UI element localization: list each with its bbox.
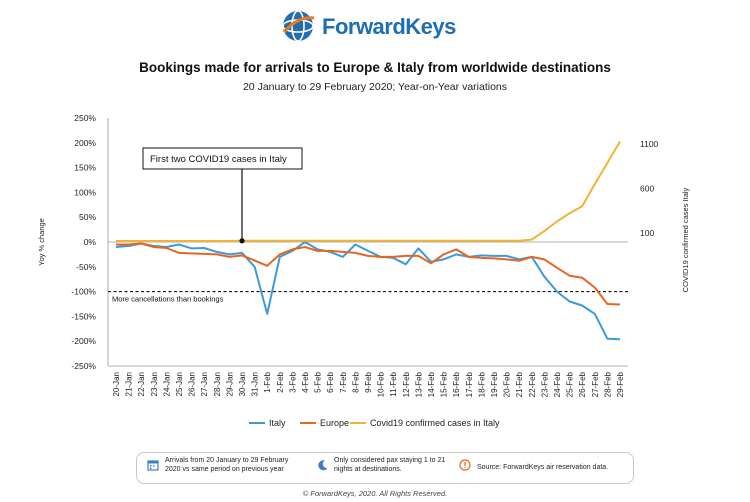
x-tick-label: 29-Feb	[616, 371, 625, 397]
x-tick-label: 18-Feb	[477, 371, 486, 397]
x-tick-label: 24-Jan	[162, 372, 171, 396]
x-tick-label: 7-Feb	[339, 371, 348, 392]
y-tick-label: -250%	[71, 361, 96, 371]
x-tick-label: 28-Jan	[213, 372, 222, 396]
legend-europe-label: Europe	[320, 418, 349, 428]
x-tick-label: 6-Feb	[326, 371, 335, 392]
series-line-1	[115, 241, 621, 341]
y-tick-label: 150%	[74, 163, 96, 173]
copyright: © ForwardKeys, 2020. All Rights Reserved…	[302, 489, 448, 498]
x-tick-label: 12-Feb	[402, 371, 411, 397]
x-tick-label: 2-Feb	[276, 371, 285, 392]
x-tick-label: 20-Feb	[503, 371, 512, 397]
legend-italy-label: Italy	[269, 418, 286, 428]
y-tick-label: -200%	[71, 336, 96, 346]
info-source: Source: ForwardKeys air reservation data…	[477, 464, 609, 471]
calendar-icon	[147, 460, 159, 471]
x-tick-label: 3-Feb	[288, 371, 297, 392]
chart-subtitle: 20 January to 29 February 2020; Year-on-…	[242, 81, 508, 93]
y-tick-label: -100%	[71, 287, 96, 297]
x-tick-label: 24-Feb	[553, 371, 562, 397]
x-tick-label: 4-Feb	[301, 371, 310, 392]
x-tick-label: 15-Feb	[440, 371, 449, 397]
y-tick-label: 200%	[74, 138, 96, 148]
x-tick-label: 25-Jan	[175, 372, 184, 396]
reference-line-label: More cancellations than bookings	[112, 295, 224, 304]
x-tick-label: 21-Jan	[125, 372, 134, 396]
x-tick-label: 16-Feb	[452, 371, 461, 397]
annotation-marker	[239, 238, 245, 244]
x-tick-label: 11-Feb	[389, 371, 398, 396]
x-tick-label: 23-Feb	[540, 371, 549, 397]
line-chart: 250% 200% 150% 100% 50% 0% -50% -100% -150% -200%…	[37, 113, 690, 428]
x-tick-label: 17-Feb	[465, 371, 474, 397]
x-tick-label: 19-Feb	[490, 371, 499, 397]
logo-text: ForwardKeys	[322, 14, 456, 39]
legend-covid-label: Covid19 confirmed cases in Italy	[370, 418, 500, 428]
x-tick-label: 31-Jan	[251, 372, 260, 396]
x-tick-label: 1-Feb	[263, 371, 272, 392]
alert-icon	[459, 459, 471, 471]
x-tick-label: 27-Feb	[591, 371, 600, 397]
y2-axis-label: COVID19 confirmed cases Italy	[681, 187, 690, 292]
x-tick-label: 23-Jan	[150, 372, 159, 396]
x-tick-label: 27-Jan	[200, 372, 209, 396]
y-tick-label: 0%	[84, 237, 97, 247]
info-stay: Only considered pax staying 1 to 21 nigh…	[334, 457, 446, 473]
x-tick-label: 10-Feb	[377, 371, 386, 397]
series-line-2	[116, 242, 621, 306]
x-tick-label: 20-Jan	[112, 372, 121, 396]
info-box: Arrivals from 20 January to 29 February …	[136, 452, 634, 484]
x-tick-label: 26-Feb	[578, 371, 587, 397]
annotation-text: First two COVID19 cases in Italy	[150, 154, 287, 165]
logo: ForwardKeys	[0, 8, 750, 44]
x-tick-label: 13-Feb	[414, 371, 423, 397]
x-tick-label: 22-Feb	[528, 371, 537, 397]
x-tick-label: 30-Jan	[238, 372, 247, 396]
x-tick-label: 25-Feb	[566, 371, 575, 397]
info-period: Arrivals from 20 January to 29 February …	[165, 457, 289, 473]
y-tick-label: 50%	[79, 212, 96, 222]
x-tick-label: 29-Jan	[225, 372, 234, 396]
x-tick-label: 14-Feb	[427, 371, 436, 397]
annotation-box	[142, 147, 303, 170]
y2-tick-label: 100	[640, 228, 654, 238]
x-tick-label: 5-Feb	[314, 371, 323, 392]
y-tick-label: -150%	[71, 311, 96, 321]
x-tick-label: 21-Feb	[515, 371, 524, 397]
y-tick-label: 100%	[74, 187, 96, 197]
series-line-3	[116, 140, 621, 242]
y2-tick-label: 1100	[640, 139, 659, 149]
x-tick-label: 28-Feb	[603, 371, 612, 397]
y-tick-label: -50%	[76, 262, 96, 272]
x-tick-label: 9-Feb	[364, 371, 373, 392]
y-axis-label: Yoy % change	[37, 218, 46, 266]
y2-tick-label: 600	[640, 184, 654, 194]
globe-icon	[282, 10, 315, 42]
chart-title: Bookings made for arrivals to Europe & I…	[139, 60, 611, 75]
x-tick-label: 8-Feb	[351, 371, 360, 392]
x-tick-label: 22-Jan	[137, 372, 146, 396]
moon-icon	[318, 460, 328, 471]
x-tick-label: 26-Jan	[188, 372, 197, 396]
y-tick-label: 250%	[74, 113, 96, 123]
